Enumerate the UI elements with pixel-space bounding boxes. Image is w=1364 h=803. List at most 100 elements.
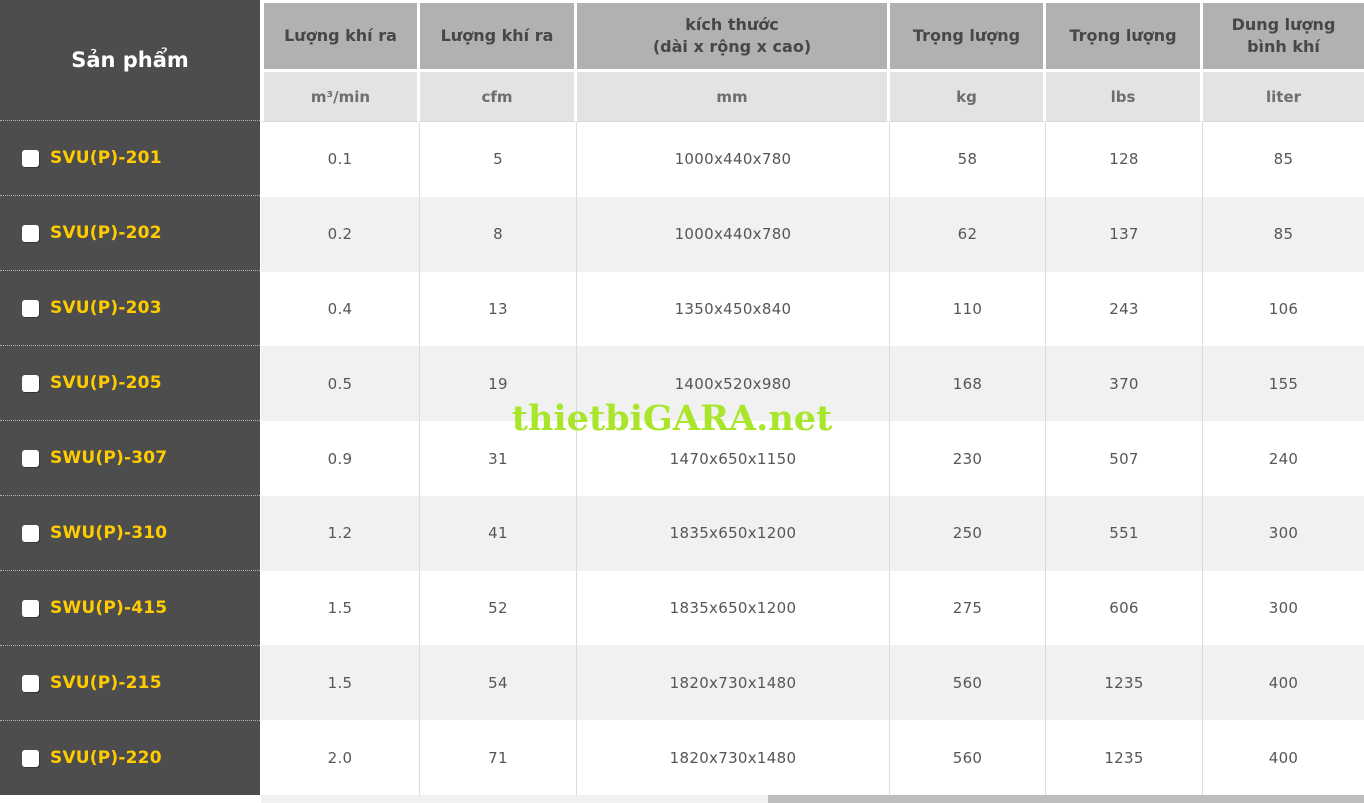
cell-size: 1350x450x840 [577,271,890,347]
product-checkbox[interactable] [22,224,39,242]
product-label: SVU(P)-203 [50,298,162,318]
scrollbar-thumb[interactable] [768,795,1364,803]
product-checkbox[interactable] [22,449,39,467]
cell-m3min: 0.2 [261,196,420,272]
table-row: 1.2 41 1835x650x1200 250 551 300 [261,495,1364,571]
product-checkbox[interactable] [22,299,39,317]
sidebar-header: Sản phẩm [0,0,260,121]
spec-table: Lượng khí ra Lượng khí ra kích thước (dài… [261,0,1364,796]
cell-liter: 85 [1273,150,1294,169]
cell-cfm: 19 [420,346,577,422]
sidebar-item-svup-201[interactable]: SVU(P)-201 [0,121,260,196]
cell-size: 1835x650x1200 [577,495,890,571]
col-unit-mm: mm [577,69,890,122]
product-checkbox[interactable] [22,524,39,542]
cell-liter: 300 [1268,599,1299,618]
col-header-air-output-cfm: Lượng khí ra [420,0,577,69]
table-row: 0.9 31 1470x650x1150 230 507 240 [261,421,1364,496]
sidebar-item-swup-310[interactable]: SWU(P)-310 [0,496,260,571]
col-unit-kg: kg [890,69,1046,122]
product-label: SVU(P)-202 [50,223,162,243]
col-header-weight-kg: Trọng lượng [890,0,1046,69]
cell-m3min: 1.5 [261,645,420,721]
cell-liter: 240 [1268,449,1299,468]
cell-size: 1835x650x1200 [577,570,890,646]
table-row: 1.5 54 1820x730x1480 560 1235 400 [261,645,1364,721]
table-row: 0.1 5 1000x440x780 58 128 85 [261,122,1364,197]
cell-m3min: 1.5 [261,570,420,646]
cell-lbs: 1235 [1046,720,1203,796]
col-header-air-output-m3: Lượng khí ra [261,0,420,69]
product-label: SVU(P)-201 [50,148,162,168]
cell-kg: 62 [890,196,1046,272]
cell-size: 1400x520x980 [577,346,890,422]
cell-lbs: 507 [1046,421,1203,496]
product-label: SWU(P)-310 [50,523,168,543]
table-header-row: Lượng khí ra Lượng khí ra kích thước (dài… [261,0,1364,69]
product-checkbox[interactable] [22,749,39,767]
cell-cfm: 71 [420,720,577,796]
table-row: 0.4 13 1350x450x840 110 243 106 [261,271,1364,347]
cell-size: 1820x730x1480 [577,720,890,796]
product-label: SVU(P)-215 [50,673,162,693]
col-header-weight-lbs: Trọng lượng [1046,0,1203,69]
sidebar-item-svup-203[interactable]: SVU(P)-203 [0,271,260,346]
cell-size: 1820x730x1480 [577,645,890,721]
product-label: SWU(P)-307 [50,448,168,468]
cell-liter: 300 [1268,524,1299,543]
sidebar-item-swup-415[interactable]: SWU(P)-415 [0,571,260,646]
cell-m3min: 0.9 [261,421,420,496]
cell-m3min: 0.5 [261,346,420,422]
cell-liter: 106 [1268,299,1299,318]
sidebar-item-svup-215[interactable]: SVU(P)-215 [0,646,260,721]
col-unit-m3min: m³/min [261,69,420,122]
product-checkbox[interactable] [22,599,39,617]
cell-kg: 275 [890,570,1046,646]
sidebar-item-svup-202[interactable]: SVU(P)-202 [0,196,260,271]
cell-lbs: 551 [1046,495,1203,571]
cell-kg: 110 [890,271,1046,347]
cell-liter: 85 [1273,225,1294,244]
product-checkbox[interactable] [22,674,39,692]
cell-kg: 250 [890,495,1046,571]
table-row: 2.0 71 1820x730x1480 560 1235 400 [261,720,1364,796]
cell-liter: 155 [1268,374,1299,393]
cell-lbs: 137 [1046,196,1203,272]
cell-m3min: 2.0 [261,720,420,796]
cell-size: 1470x650x1150 [577,421,890,496]
product-sidebar: Sản phẩm SVU(P)-201 SVU(P)-202 SVU(P)-20… [0,0,260,795]
sidebar-item-swup-307[interactable]: SWU(P)-307 [0,421,260,496]
cell-cfm: 41 [420,495,577,571]
col-header-tank-capacity: Dung lượng bình khí [1203,0,1364,69]
cell-kg: 168 [890,346,1046,422]
table-unit-row: m³/min cfm mm kg lbs liter [261,69,1364,122]
cell-liter: 400 [1268,748,1299,767]
sidebar-items: SVU(P)-201 SVU(P)-202 SVU(P)-203 SVU(P)-… [0,121,260,795]
cell-liter: 400 [1268,673,1299,692]
col-unit-lbs: lbs [1046,69,1203,122]
cell-m3min: 0.1 [261,122,420,197]
table-row: 0.5 19 1400x520x980 168 370 155 [261,346,1364,422]
product-label: SVU(P)-205 [50,373,162,393]
col-unit-cfm: cfm [420,69,577,122]
cell-lbs: 243 [1046,271,1203,347]
cell-cfm: 5 [420,122,577,197]
col-header-dimensions: kích thước (dài x rộng x cao) [577,0,890,69]
cell-m3min: 0.4 [261,271,420,347]
cell-size: 1000x440x780 [577,122,890,197]
cell-cfm: 31 [420,421,577,496]
cell-cfm: 52 [420,570,577,646]
sidebar-item-svup-220[interactable]: SVU(P)-220 [0,721,260,795]
sidebar-item-svup-205[interactable]: SVU(P)-205 [0,346,260,421]
product-checkbox[interactable] [22,374,39,392]
product-label: SVU(P)-220 [50,748,162,768]
cell-size: 1000x440x780 [577,196,890,272]
cell-lbs: 128 [1046,122,1203,197]
cell-kg: 560 [890,720,1046,796]
product-checkbox[interactable] [22,149,39,167]
product-label: SWU(P)-415 [50,598,168,618]
table-row: 0.2 8 1000x440x780 62 137 85 [261,196,1364,272]
horizontal-scrollbar[interactable] [261,795,1364,803]
cell-cfm: 54 [420,645,577,721]
